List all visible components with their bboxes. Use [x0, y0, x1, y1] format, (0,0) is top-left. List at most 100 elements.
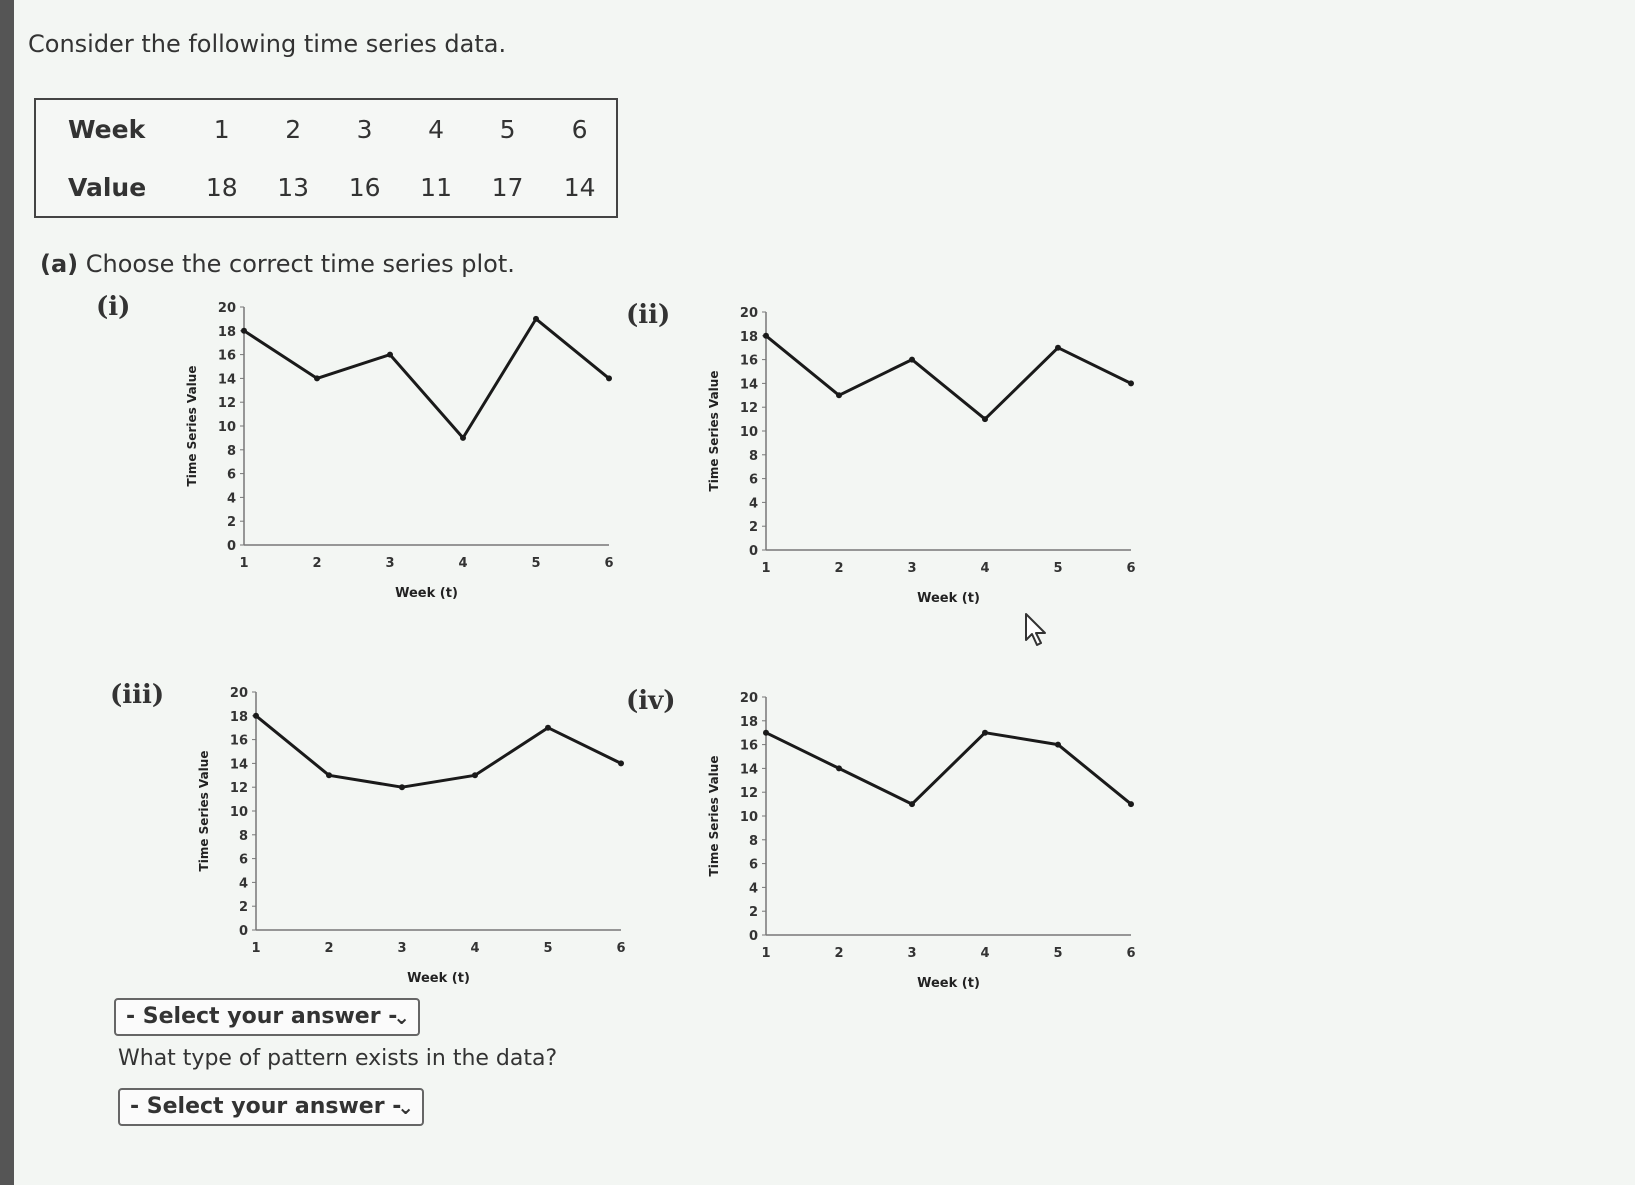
data-point	[836, 765, 842, 772]
data-point	[241, 327, 247, 334]
data-point	[472, 772, 478, 779]
data-point	[387, 351, 393, 358]
y-tick-label: 8	[227, 444, 236, 459]
chart-option-ii: 0 2 4 6 8 10 12 14 16 18 20 1 2 3 4 5 6 Week (t) Time Seri…	[686, 300, 1136, 624]
table-cell: 2	[285, 114, 302, 144]
pattern-answer-select-value: - Select your answer -	[130, 1094, 402, 1119]
x-tick-label: 5	[1053, 561, 1062, 576]
y-tick-label: 20	[740, 691, 758, 706]
chevron-down-icon: ⌄	[397, 1095, 414, 1119]
option-label-i: (i)	[96, 292, 131, 322]
y-tick-label: 6	[227, 468, 236, 483]
x-axis-label: Week (t)	[395, 586, 458, 601]
option-label-iv: (iv)	[626, 686, 676, 716]
plot-answer-select[interactable]: - Select your answer - ⌄	[114, 998, 420, 1036]
data-point	[545, 724, 551, 731]
y-tick-label: 18	[740, 330, 758, 345]
x-tick-label: 4	[470, 941, 479, 956]
x-axis-label: Week (t)	[917, 591, 980, 606]
data-point	[763, 729, 769, 736]
y-axis-label: Time Series Value	[707, 756, 721, 877]
data-point	[909, 356, 915, 363]
data-point	[326, 772, 332, 779]
x-tick-label: 1	[761, 561, 770, 576]
x-tick-label: 2	[312, 556, 321, 571]
y-axis-label: Time Series Value	[707, 371, 721, 492]
data-point	[909, 801, 915, 808]
y-tick-label: 20	[218, 301, 236, 316]
intro-text: Consider the following time series data.	[28, 30, 507, 58]
x-tick-label: 6	[1126, 946, 1135, 961]
x-tick-label: 4	[980, 561, 989, 576]
y-tick-label: 20	[740, 306, 758, 321]
x-tick-label: 6	[616, 941, 625, 956]
series-line	[765, 731, 1132, 806]
y-tick-label: 14	[218, 372, 236, 387]
y-tick-label: 4	[749, 496, 758, 511]
data-point	[1055, 741, 1061, 748]
x-tick-label: 5	[1053, 946, 1062, 961]
x-tick-label: 2	[324, 941, 333, 956]
table-cell: 6	[571, 114, 588, 144]
row-label-week: Week	[68, 114, 146, 144]
y-tick-label: 12	[230, 781, 248, 796]
y-tick-label: 10	[740, 425, 758, 440]
series-line	[255, 714, 622, 789]
data-point	[253, 712, 259, 719]
y-tick-label: 18	[740, 715, 758, 730]
table-cell: 16	[348, 172, 381, 202]
table-cell: 11	[420, 172, 452, 202]
y-tick-label: 0	[749, 544, 758, 559]
data-point	[982, 729, 988, 736]
table-cell: 1	[213, 114, 230, 144]
plot-answer-select-value: - Select your answer -	[126, 1004, 398, 1029]
data-point	[1055, 344, 1061, 351]
row-label-value: Value	[68, 172, 147, 202]
option-label-ii: (ii)	[626, 300, 671, 330]
y-tick-label: 4	[239, 876, 248, 891]
mouse-pointer-icon	[1024, 612, 1050, 652]
part-a-label: (a)	[40, 250, 79, 278]
x-tick-label: 1	[251, 941, 260, 956]
data-point	[314, 375, 320, 382]
data-point	[618, 760, 624, 767]
y-tick-label: 2	[227, 515, 236, 530]
data-point	[399, 784, 405, 791]
y-tick-label: 6	[749, 858, 758, 873]
y-tick-label: 12	[740, 401, 758, 416]
y-tick-label: 2	[749, 905, 758, 920]
table-cell: 18	[205, 172, 238, 202]
y-tick-label: 2	[239, 900, 248, 915]
x-tick-label: 2	[834, 946, 843, 961]
y-tick-label: 8	[749, 449, 758, 464]
y-tick-label: 8	[239, 829, 248, 844]
pattern-answer-select[interactable]: - Select your answer - ⌄	[118, 1088, 424, 1126]
pattern-question: What type of pattern exists in the data?	[118, 1046, 558, 1071]
x-tick-label: 6	[1126, 561, 1135, 576]
table-cell: 17	[491, 172, 524, 202]
data-point	[836, 392, 842, 399]
data-point	[1128, 380, 1134, 387]
y-tick-label: 16	[740, 354, 758, 369]
data-point	[1128, 801, 1134, 808]
part-a-text: Choose the correct time series plot.	[85, 250, 515, 278]
y-tick-label: 16	[740, 739, 758, 754]
y-tick-label: 16	[230, 734, 248, 749]
window-left-edge	[0, 0, 14, 1185]
table-row-value: Value 18 13 16 11 17 14	[35, 158, 617, 217]
x-tick-label: 1	[239, 556, 248, 571]
y-tick-label: 12	[740, 786, 758, 801]
option-label-iii: (iii)	[110, 680, 165, 710]
table-cell: 4	[428, 114, 445, 144]
y-tick-label: 10	[740, 810, 758, 825]
y-tick-label: 2	[749, 520, 758, 535]
x-tick-label: 6	[604, 556, 613, 571]
x-tick-label: 4	[458, 556, 467, 571]
y-axis-label: Time Series Value	[185, 366, 199, 487]
series-line	[765, 334, 1132, 421]
y-tick-label: 12	[218, 396, 236, 411]
chart-option-i: 0 2 4 6 8 10 12 14 16 18 20 1 2 3 4 5 6 Week (t) Time Seri…	[164, 295, 614, 619]
